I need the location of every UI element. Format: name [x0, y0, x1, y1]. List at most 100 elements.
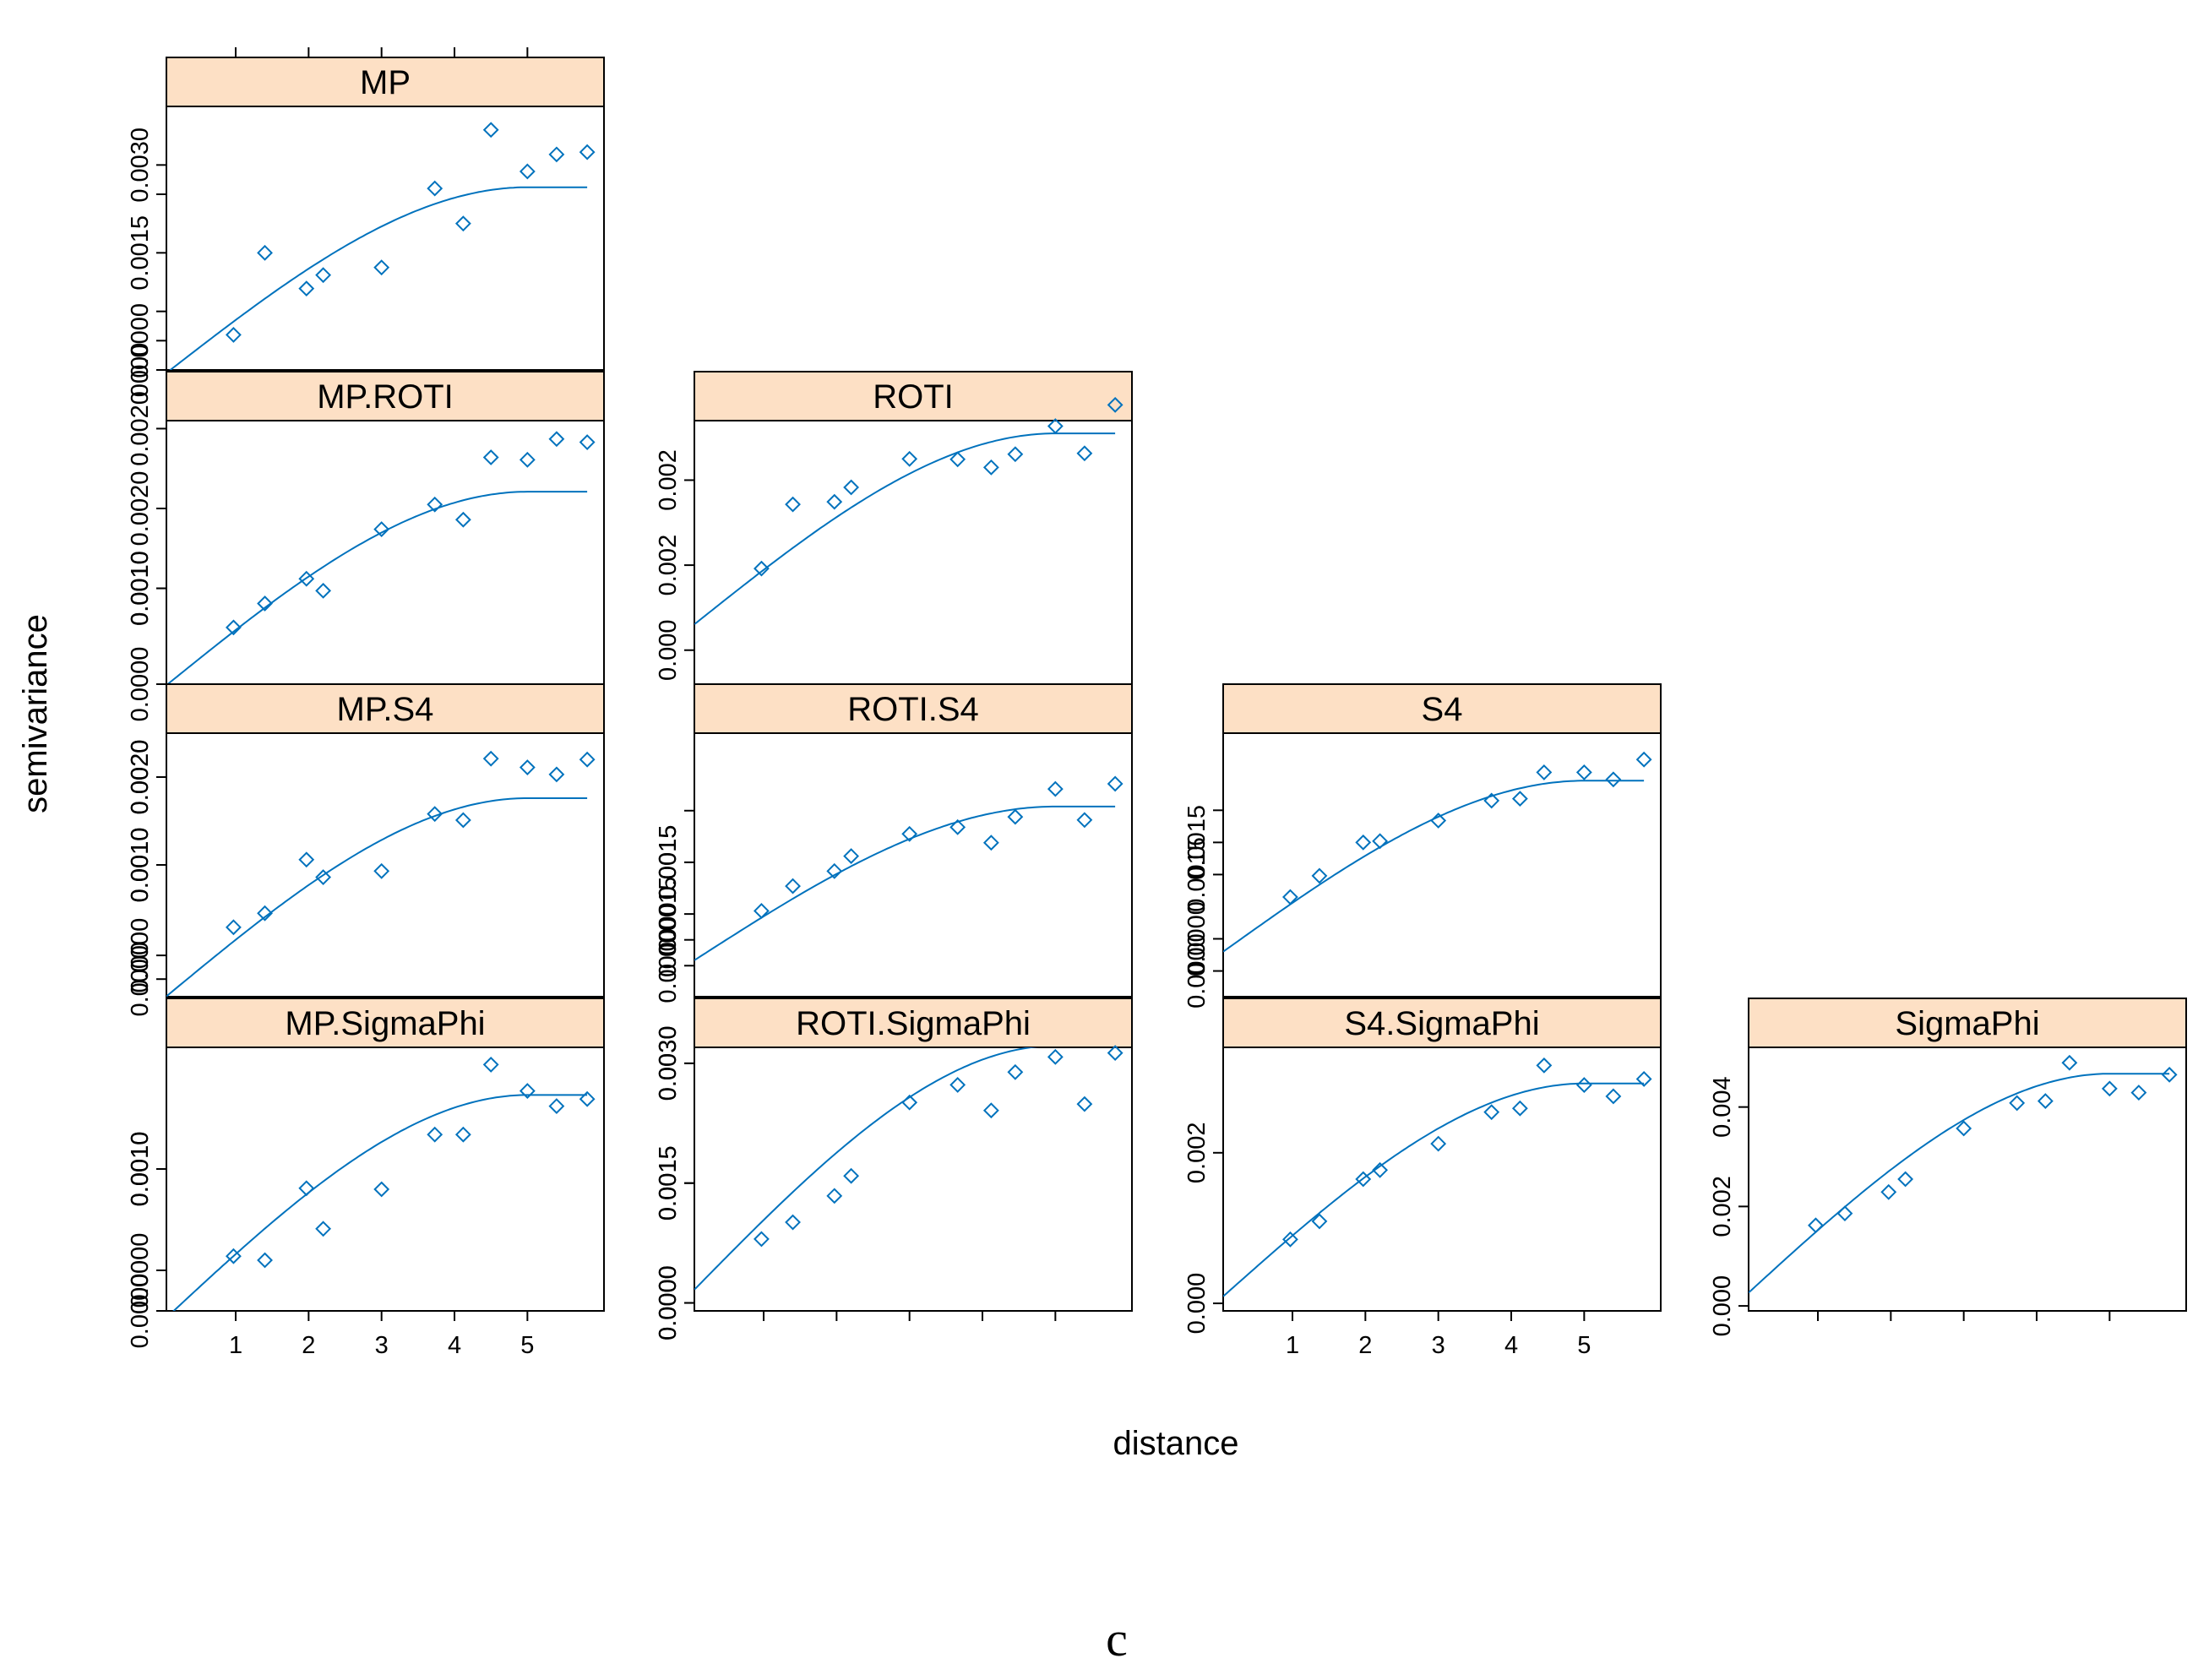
data-point: [901, 825, 918, 842]
data-point: [226, 619, 242, 636]
y-tick-label: 0.002: [655, 535, 682, 596]
panel-strip: [1222, 998, 1662, 1048]
panel-mp-s4: MP.S40.00000.00000.00100.00100.00200.002…: [127, 683, 605, 1017]
data-point: [579, 751, 596, 768]
data-point: [949, 818, 966, 835]
data-point: [2009, 1095, 2026, 1112]
data-point: [548, 1098, 565, 1115]
data-point: [1880, 1183, 1897, 1200]
y-tick-label: 0000: [127, 343, 154, 398]
data-point: [1076, 1096, 1093, 1112]
fitted-model-line: [166, 797, 588, 997]
data-point: [482, 449, 499, 465]
panel-frame: [166, 732, 605, 998]
data-point: [482, 122, 499, 139]
data-point: [1836, 1205, 1853, 1222]
data-point: [519, 759, 536, 775]
data-point: [1355, 834, 1372, 851]
data-point: [1047, 418, 1064, 434]
panel-frame: [1748, 1047, 2187, 1312]
x-tick-label: 2: [1358, 1332, 1372, 1359]
panel-s4-sigmaphi: S4.SigmaPhi 0.000 0.002 1 2 3 4 5: [1183, 998, 1662, 1359]
data-point: [548, 146, 565, 163]
data-point: [373, 521, 390, 537]
data-point: [1483, 792, 1500, 809]
fitted-model-line: [1223, 780, 1645, 953]
data-point: [1808, 1217, 1824, 1234]
panel-frame: [166, 1047, 605, 1312]
panel-sigmaphi: SigmaPhi 0.000 0.002 0.004: [1709, 998, 2187, 1337]
data-point: [1107, 775, 1123, 792]
data-point: [1430, 813, 1447, 829]
y-tick-label: 0.0020: [127, 740, 154, 815]
y-tick-label: 0.0000: [127, 303, 154, 378]
data-point: [843, 848, 860, 865]
fitted-model-line: [166, 491, 588, 684]
y-tick-label: 0.0010: [127, 551, 154, 626]
panel-strip: [1748, 998, 2187, 1048]
data-point: [579, 1090, 596, 1107]
data-point: [298, 851, 315, 868]
x-tick-label: 3: [375, 1332, 389, 1359]
panel-strip: [166, 57, 605, 107]
data-point: [226, 919, 242, 936]
data-point: [1007, 446, 1024, 463]
data-point: [482, 1056, 499, 1073]
panel-title: MP.ROTI: [317, 378, 454, 416]
y-tick-label: 0.0000: [127, 918, 154, 993]
data-point: [1575, 764, 1592, 780]
data-point: [754, 560, 770, 577]
data-point: [785, 496, 801, 513]
data-point: [427, 496, 443, 513]
y-tick-label: 0.002: [1183, 1123, 1211, 1184]
y-tick-label: 0.000: [1709, 1275, 1736, 1337]
y-tick-label: 0.0010: [127, 1132, 154, 1207]
panel-title: S4.SigmaPhi: [1344, 1005, 1539, 1042]
data-point: [298, 280, 315, 297]
data-point: [1605, 1088, 1622, 1105]
data-point: [1355, 1171, 1372, 1188]
y-tick-label: 0.0010: [127, 1132, 154, 1207]
fitted-model-line: [1749, 1073, 2170, 1294]
data-point: [1282, 889, 1298, 905]
y-tick-label: 0.0030: [127, 128, 154, 203]
panel-strip: [694, 998, 1133, 1048]
fitted-model-line: [172, 1094, 588, 1311]
panel-title: ROTI.SigmaPhi: [796, 1005, 1031, 1042]
x-tick-label: 5: [520, 1332, 534, 1359]
panel-strip: [166, 998, 605, 1048]
data-point: [1372, 1161, 1389, 1178]
data-point: [826, 1188, 843, 1204]
data-point: [482, 750, 499, 767]
figure-caption: c: [1106, 1612, 1128, 1666]
panel-strip: [694, 683, 1133, 734]
panel-title: MP.SigmaPhi: [285, 1005, 485, 1042]
data-point: [843, 479, 860, 496]
y-tick-label: 0.000: [1183, 1273, 1211, 1335]
data-point: [257, 595, 273, 612]
data-point: [2101, 1080, 2118, 1097]
data-point: [298, 1180, 315, 1197]
data-point: [982, 459, 999, 476]
fitted-model-line: [1223, 1082, 1645, 1297]
panel-frame: [694, 732, 1133, 998]
data-point: [519, 163, 536, 180]
data-point: [1311, 1213, 1328, 1230]
data-point: [1311, 867, 1328, 884]
data-point: [785, 1214, 801, 1231]
y-tick-label: 0.0010: [127, 828, 154, 903]
data-point: [454, 812, 471, 829]
data-point: [1076, 445, 1093, 462]
y-tick-label: 0.0000: [655, 928, 682, 1003]
data-point: [949, 451, 966, 468]
data-point: [785, 878, 801, 894]
y-tick-label: 0.004: [1709, 1076, 1736, 1138]
data-point: [454, 215, 471, 232]
panel-strip: [694, 371, 1133, 421]
data-point: [1635, 1071, 1652, 1087]
